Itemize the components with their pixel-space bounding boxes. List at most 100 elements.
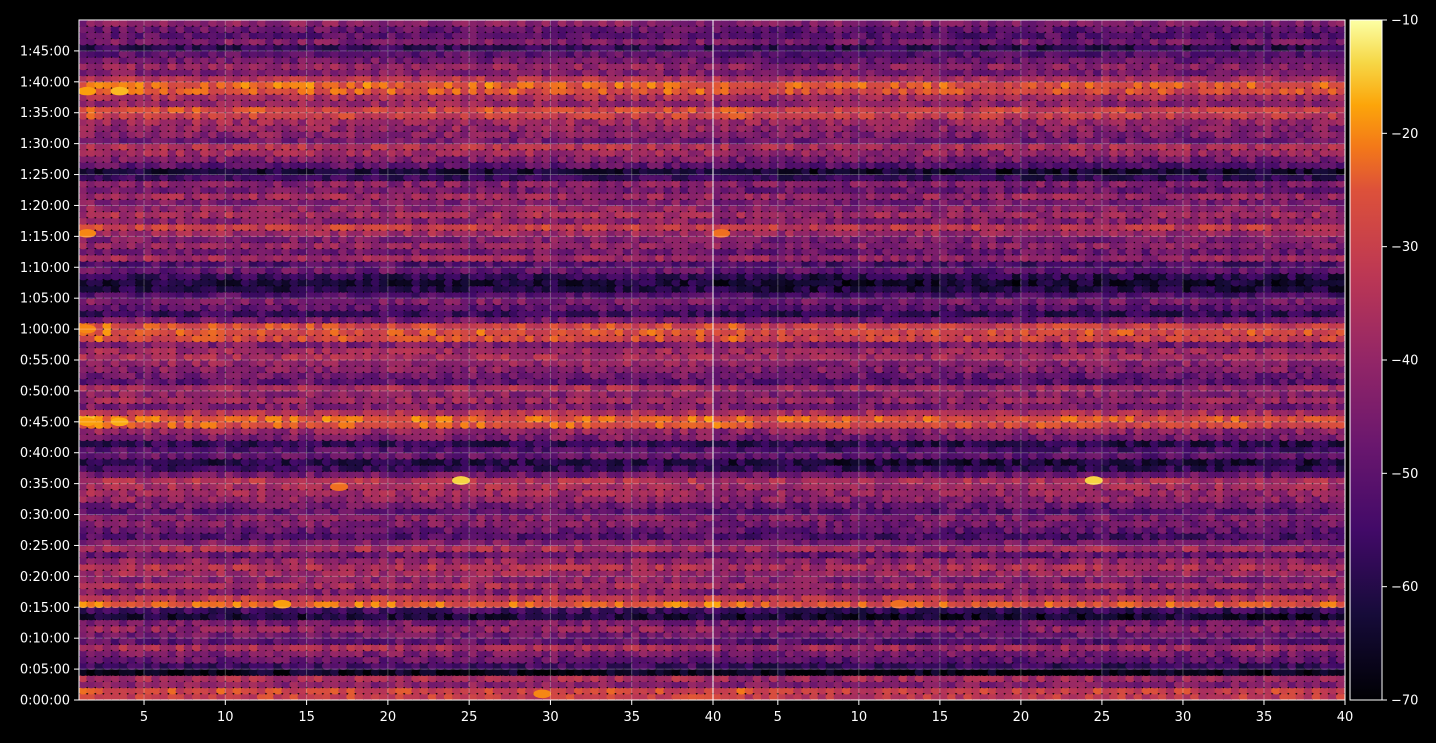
heatmap-cell xyxy=(110,668,121,677)
heatmap-cell xyxy=(484,680,495,689)
heatmap-cell xyxy=(557,686,568,695)
heatmap-cell xyxy=(638,662,649,670)
heatmap-cell xyxy=(695,662,706,670)
heatmap-cell xyxy=(590,637,601,646)
heatmap-cell xyxy=(321,662,332,670)
heatmap-cell xyxy=(419,662,430,670)
heatmap-cell xyxy=(370,649,381,658)
heatmap-cell xyxy=(622,693,633,700)
heatmap-cell xyxy=(175,631,186,639)
heatmap-cell xyxy=(598,686,609,695)
heatmap-cell xyxy=(427,637,438,646)
heatmap-cell xyxy=(590,693,601,700)
heatmap-cell xyxy=(687,649,698,658)
heatmap-cell xyxy=(460,655,471,664)
heatmap-cell xyxy=(321,674,332,683)
heatmap-cell xyxy=(451,649,463,658)
heatmap-cell xyxy=(614,643,625,652)
heatmap-cell xyxy=(86,686,97,695)
heatmap-cell xyxy=(102,668,113,677)
heatmap-cell xyxy=(289,668,300,677)
heatmap-cell xyxy=(199,643,211,652)
heatmap-cell xyxy=(256,643,267,652)
heatmap-cell xyxy=(183,668,194,677)
heatmap-cell xyxy=(281,680,292,689)
heatmap-cell xyxy=(199,649,211,658)
heatmap-cell xyxy=(622,643,633,652)
heatmap-cell xyxy=(94,649,105,658)
heatmap-cell xyxy=(508,662,519,670)
heatmap-cell xyxy=(386,643,397,652)
heatmap-cell xyxy=(549,655,560,664)
heatmap-cell xyxy=(313,649,324,658)
heatmap-cell xyxy=(354,686,365,695)
heatmap-cell xyxy=(134,693,146,700)
heatmap-cell xyxy=(378,637,389,646)
heatmap-cell xyxy=(533,637,544,646)
heatmap-cell xyxy=(638,637,649,646)
heatmap-cell xyxy=(403,680,414,689)
heatmap-cell xyxy=(79,674,89,683)
heatmap-cell xyxy=(557,693,568,700)
heatmap-cell xyxy=(216,631,227,639)
heatmap-cell xyxy=(695,686,706,695)
heatmap-cell xyxy=(638,680,649,689)
heatmap-cell xyxy=(663,649,674,658)
heatmap-cell xyxy=(671,668,682,677)
heatmap-cell xyxy=(208,655,219,664)
heatmap-cell xyxy=(508,686,519,695)
heatmap-cell xyxy=(451,680,463,689)
heatmap-cell xyxy=(346,631,357,639)
heatmap-cell xyxy=(167,674,178,683)
heatmap-cell xyxy=(581,649,593,658)
heatmap-cell xyxy=(191,686,202,695)
heatmap-cell xyxy=(435,643,446,652)
heatmap-cell xyxy=(573,655,584,664)
heatmap-cell xyxy=(248,655,259,664)
heatmap-cell xyxy=(427,649,438,658)
heatmap-cell xyxy=(313,668,324,677)
heatmap-cell xyxy=(199,693,211,700)
heatmap-cell xyxy=(118,668,129,677)
heatmap-cell xyxy=(118,674,129,683)
heatmap-cell xyxy=(126,668,137,677)
heatmap-cell xyxy=(232,674,243,683)
heatmap-cell xyxy=(134,643,146,652)
heatmap-cell xyxy=(208,693,219,700)
heatmap-cell xyxy=(167,643,178,652)
heatmap-cell xyxy=(516,655,528,664)
heatmap-cell xyxy=(248,693,259,700)
heatmap-cell xyxy=(581,668,593,677)
heatmap-cell xyxy=(541,668,552,677)
heatmap-cell xyxy=(175,662,186,670)
heatmap-cell xyxy=(167,680,178,689)
heatmap-cell xyxy=(370,668,381,677)
heatmap-cell xyxy=(492,693,503,700)
heatmap-cell xyxy=(126,674,137,683)
heatmap-cell xyxy=(354,662,365,670)
heatmap-cell xyxy=(118,643,129,652)
heatmap-cell xyxy=(411,662,422,670)
heatmap-cell xyxy=(541,674,552,683)
heatmap-cell xyxy=(240,674,251,683)
heatmap-cell xyxy=(703,680,713,689)
heatmap-cell xyxy=(159,674,170,683)
heatmap-cell xyxy=(573,693,584,700)
heatmap-cell xyxy=(134,668,146,677)
heatmap-cell xyxy=(102,631,113,639)
heatmap-cell xyxy=(167,686,178,695)
heatmap-cell xyxy=(240,686,251,695)
heatmap-cell xyxy=(565,693,576,700)
heatmap-cell xyxy=(411,686,422,695)
heatmap-cell xyxy=(159,668,170,677)
heatmap-cell xyxy=(256,668,267,677)
heatmap-cell xyxy=(256,649,267,658)
heatmap-cell xyxy=(126,693,137,700)
heatmap-cell xyxy=(516,674,528,683)
heatmap-cell xyxy=(606,649,617,658)
heatmap-cell xyxy=(79,662,89,670)
heatmap-cell xyxy=(679,686,690,695)
heatmap-cell xyxy=(525,668,536,677)
heatmap-cell xyxy=(151,655,162,664)
